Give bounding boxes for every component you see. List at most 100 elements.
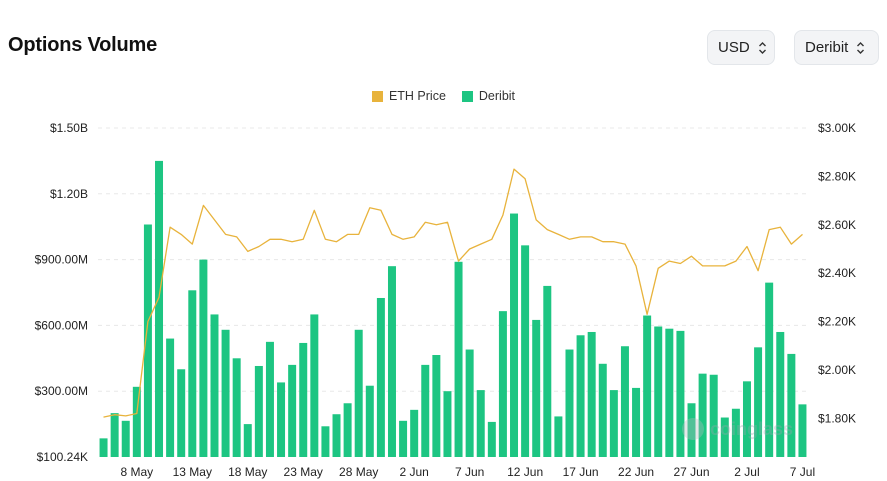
- volume-bar: [265, 341, 274, 457]
- volume-bar: [576, 335, 585, 457]
- up-down-chevron-icon: [758, 41, 767, 55]
- volume-bar: [310, 314, 319, 457]
- x-tick-label: 13 May: [173, 465, 212, 479]
- volume-bar: [532, 319, 541, 457]
- volume-bar: [554, 416, 563, 457]
- volume-bar: [521, 245, 530, 457]
- x-tick-label: 12 Jun: [507, 465, 543, 479]
- volume-bar: [132, 386, 141, 457]
- volume-bar: [376, 297, 385, 457]
- y-right-tick-label: $3.00K: [818, 121, 856, 135]
- volume-bar: [199, 259, 208, 457]
- volume-bar: [155, 160, 164, 457]
- legend-label-eth-price: ETH Price: [388, 89, 446, 103]
- volume-bar: [454, 261, 463, 457]
- volume-bar: [110, 413, 119, 457]
- volume-bar: [177, 369, 186, 457]
- y-right-tick-label: $2.60K: [818, 218, 856, 232]
- volume-bar: [476, 390, 485, 457]
- volume-bar: [410, 409, 419, 457]
- y-left-tick-label: $1.20B: [50, 187, 88, 201]
- up-down-chevron-icon: [856, 41, 865, 55]
- volume-bar: [465, 349, 474, 457]
- y-left-tick-label: $600.00M: [35, 318, 88, 332]
- volume-bar: [787, 353, 796, 457]
- volume-bar: [210, 314, 219, 457]
- currency-select-value: USD: [718, 39, 750, 56]
- x-tick-label: 7 Jul: [790, 465, 815, 479]
- legend-label-deribit: Deribit: [478, 89, 516, 103]
- volume-bar: [487, 421, 496, 457]
- volume-bar: [709, 374, 718, 457]
- x-tick-label: 28 May: [339, 465, 378, 479]
- x-tick-label: 18 May: [228, 465, 267, 479]
- volume-bar: [754, 347, 763, 457]
- volume-bar: [365, 385, 374, 457]
- eth-price-line: [103, 168, 803, 418]
- volume-bar: [232, 358, 241, 457]
- legend-item-deribit[interactable]: Deribit: [461, 89, 516, 103]
- volume-bar: [188, 290, 197, 457]
- volume-bar: [731, 408, 740, 457]
- x-tick-label: 22 Jun: [618, 465, 654, 479]
- volume-bar: [565, 349, 574, 457]
- exchange-select-value: Deribit: [805, 39, 849, 56]
- volume-bar: [443, 391, 452, 457]
- y-right-tick-label: $2.40K: [818, 266, 856, 280]
- volume-bar: [632, 387, 641, 457]
- volume-bar: [299, 342, 308, 457]
- volume-bar: [99, 438, 108, 457]
- volume-bar: [676, 330, 685, 457]
- y-right-tick-label: $2.20K: [818, 315, 856, 329]
- volume-bar: [665, 328, 674, 457]
- volume-bar: [543, 285, 552, 457]
- volume-bar: [720, 417, 729, 457]
- volume-bar: [609, 390, 618, 457]
- volume-bar: [510, 213, 519, 457]
- y-right-tick-label: $2.00K: [818, 363, 856, 377]
- y-left-tick-label: $1.50B: [50, 121, 88, 135]
- legend-item-eth-price[interactable]: ETH Price: [371, 89, 446, 103]
- volume-bar: [776, 331, 785, 457]
- volume-bar: [498, 311, 507, 457]
- volume-bar: [598, 363, 607, 457]
- volume-bar: [654, 326, 663, 457]
- coinglass-logo-icon: [682, 418, 704, 440]
- x-tick-label: 17 Jun: [563, 465, 599, 479]
- volume-bar: [765, 282, 774, 457]
- y-right-tick-label: $1.80K: [818, 411, 856, 425]
- legend-swatch-eth-price: [371, 90, 383, 102]
- volume-bar: [254, 365, 263, 457]
- volume-bar: [166, 338, 175, 457]
- y-left-tick-label: $900.00M: [35, 253, 88, 267]
- volume-bar: [221, 329, 230, 457]
- volume-bar: [277, 382, 286, 457]
- volume-bar: [321, 426, 330, 457]
- watermark: coinglass: [682, 418, 793, 440]
- page-title: Options Volume: [8, 34, 158, 56]
- y-right-tick-label: $2.80K: [818, 169, 856, 183]
- volume-bar: [354, 329, 363, 457]
- volume-bar: [343, 403, 352, 457]
- volume-bar: [143, 224, 152, 457]
- volume-bar: [698, 373, 707, 457]
- volume-bar: [620, 346, 629, 457]
- chart-legend: ETH Price Deribit: [0, 89, 887, 103]
- volume-bar: [432, 355, 441, 457]
- legend-swatch-deribit: [461, 90, 473, 102]
- currency-select[interactable]: USD: [707, 30, 775, 65]
- x-tick-label: 7 Jun: [455, 465, 484, 479]
- x-tick-label: 23 May: [284, 465, 323, 479]
- x-tick-label: 8 May: [120, 465, 153, 479]
- volume-bar: [742, 381, 751, 457]
- volume-bar: [332, 414, 341, 457]
- volume-bar: [288, 364, 297, 457]
- volume-bar: [243, 424, 252, 457]
- exchange-select[interactable]: Deribit: [794, 30, 879, 65]
- volume-bar: [121, 420, 130, 457]
- volume-bar: [421, 364, 430, 457]
- volume-bar: [387, 266, 396, 457]
- y-left-tick-label: $300.00M: [35, 384, 88, 398]
- x-tick-label: 27 Jun: [674, 465, 710, 479]
